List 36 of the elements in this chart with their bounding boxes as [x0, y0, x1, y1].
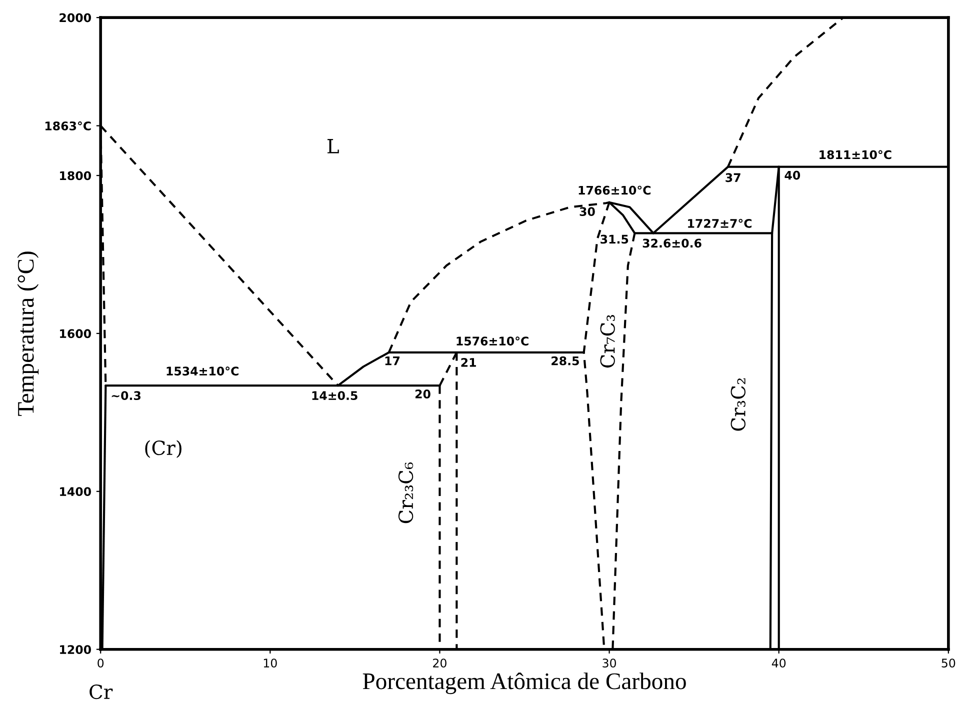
y-axis-title: Temperatura (°C)	[17, 252, 39, 416]
x-tick-label: 40	[772, 658, 786, 668]
annotation: (Cr)	[145, 440, 182, 458]
annotation: 1576±10°C	[456, 336, 528, 346]
x-tick-label: 20	[433, 658, 446, 668]
x-tick-label: 0	[98, 658, 104, 668]
annotation: 32.6±0.6	[642, 238, 702, 248]
annotation: 21	[461, 358, 476, 367]
annotation: 1766±10°C	[578, 186, 650, 195]
text: Cr	[90, 684, 113, 700]
y-tick-label: 1600	[60, 329, 91, 338]
x-axis-title: Porcentagem Atômica de Carbono	[362, 672, 686, 694]
y-tick-label: 1400	[60, 487, 91, 496]
annotation: 40	[784, 170, 800, 180]
annotation: 28.5	[552, 356, 579, 366]
annotation: 20	[415, 390, 430, 398]
y-tick-label: 2000	[60, 13, 91, 22]
annotation: 1811±10°C	[820, 150, 892, 160]
y-tick-label: 1800	[60, 171, 91, 180]
annotation: L	[328, 139, 339, 154]
x-tick-label: 50	[942, 658, 956, 668]
y-tick-label: 1200	[60, 645, 91, 654]
annotation: 17	[385, 356, 400, 366]
annotation: 37	[726, 173, 740, 182]
annotation: Cr₂₃C₆	[398, 462, 414, 524]
annotation: ~0.3	[112, 391, 140, 400]
annotation: Cr₃C₂	[730, 378, 746, 431]
annotation: 14±0.5	[312, 391, 358, 400]
annotation: 31.5	[600, 234, 628, 244]
y-tick-label: 1863°C	[45, 121, 91, 130]
annotation: 1727±7°C	[688, 218, 752, 228]
x-tick-label: 30	[602, 658, 616, 668]
annotation: 30	[580, 207, 595, 216]
x-tick-label: 10	[264, 658, 277, 668]
annotation: 1534±10°C	[166, 366, 238, 376]
annotation: Cr₇C₃	[600, 315, 615, 368]
